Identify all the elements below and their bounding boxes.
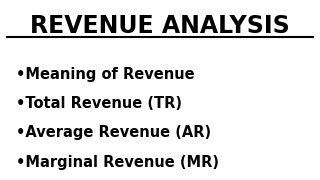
- Text: •Meaning of Revenue: •Meaning of Revenue: [16, 67, 195, 82]
- Text: •Total Revenue (TR): •Total Revenue (TR): [16, 96, 182, 111]
- Text: •Average Revenue (AR): •Average Revenue (AR): [16, 125, 212, 140]
- Text: REVENUE ANALYSIS: REVENUE ANALYSIS: [30, 14, 290, 38]
- Text: •Marginal Revenue (MR): •Marginal Revenue (MR): [16, 155, 220, 170]
